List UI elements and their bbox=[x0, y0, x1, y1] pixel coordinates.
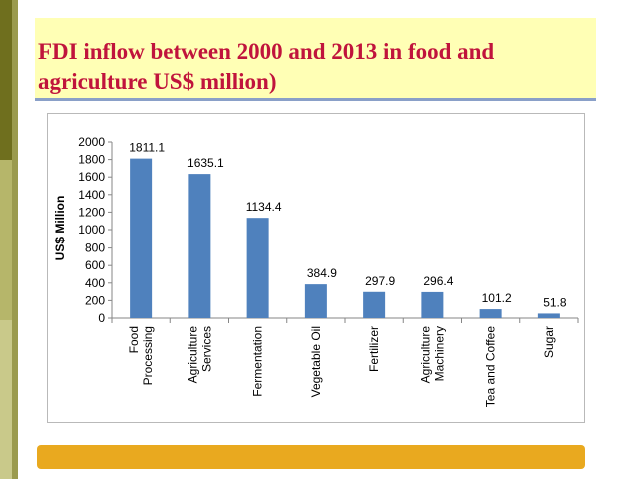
data-label: 297.9 bbox=[365, 274, 395, 288]
bar bbox=[188, 174, 211, 318]
bottom-decor-band bbox=[37, 445, 585, 469]
data-label: 384.9 bbox=[307, 266, 337, 280]
y-tick-label: 400 bbox=[85, 276, 105, 290]
bar bbox=[246, 218, 269, 318]
data-label: 296.4 bbox=[423, 274, 453, 288]
title-underline bbox=[35, 98, 596, 101]
category-label: Agriculture bbox=[185, 326, 199, 384]
y-tick-label: 0 bbox=[98, 311, 105, 325]
bar bbox=[304, 284, 327, 318]
category-label: Tea and Coffee bbox=[484, 326, 498, 408]
y-tick-label: 1800 bbox=[78, 153, 105, 167]
title-background bbox=[35, 18, 596, 98]
category-label: Fermentation bbox=[251, 326, 265, 397]
left-decor-accent-dark bbox=[0, 0, 12, 160]
category-label: Services bbox=[199, 326, 213, 372]
category-label: Machinery bbox=[432, 326, 446, 381]
left-decor-accent-light bbox=[0, 160, 12, 320]
data-label: 1635.1 bbox=[187, 156, 224, 170]
bar bbox=[130, 158, 153, 318]
category-label: Agriculture bbox=[418, 326, 432, 384]
category-label: Vegetable Oil bbox=[309, 326, 323, 397]
data-label: 1811.1 bbox=[129, 141, 165, 155]
left-decor-stripe bbox=[12, 0, 18, 479]
bar bbox=[421, 291, 444, 318]
bar bbox=[363, 291, 386, 318]
data-label: 101.2 bbox=[482, 291, 512, 305]
data-label: 51.8 bbox=[543, 295, 567, 309]
y-tick-label: 800 bbox=[85, 241, 105, 255]
category-label: Fertilizer bbox=[367, 326, 381, 372]
y-tick-label: 1400 bbox=[78, 188, 105, 202]
y-tick-label: 2000 bbox=[78, 135, 105, 149]
y-tick-label: 1200 bbox=[78, 205, 105, 219]
slide-title: FDI inflow between 2000 and 2013 in food… bbox=[38, 39, 495, 94]
y-axis-title: US$ Million bbox=[53, 196, 67, 261]
category-label: Food bbox=[127, 326, 141, 353]
category-label: Processing bbox=[141, 326, 155, 385]
bar bbox=[537, 313, 560, 318]
y-tick-label: 1000 bbox=[78, 223, 105, 237]
y-tick-label: 200 bbox=[85, 293, 105, 307]
category-label: Sugar bbox=[542, 326, 556, 358]
bar bbox=[479, 309, 502, 318]
y-tick-label: 600 bbox=[85, 258, 105, 272]
y-tick-label: 1600 bbox=[78, 170, 105, 184]
data-label: 1134.4 bbox=[246, 200, 282, 214]
